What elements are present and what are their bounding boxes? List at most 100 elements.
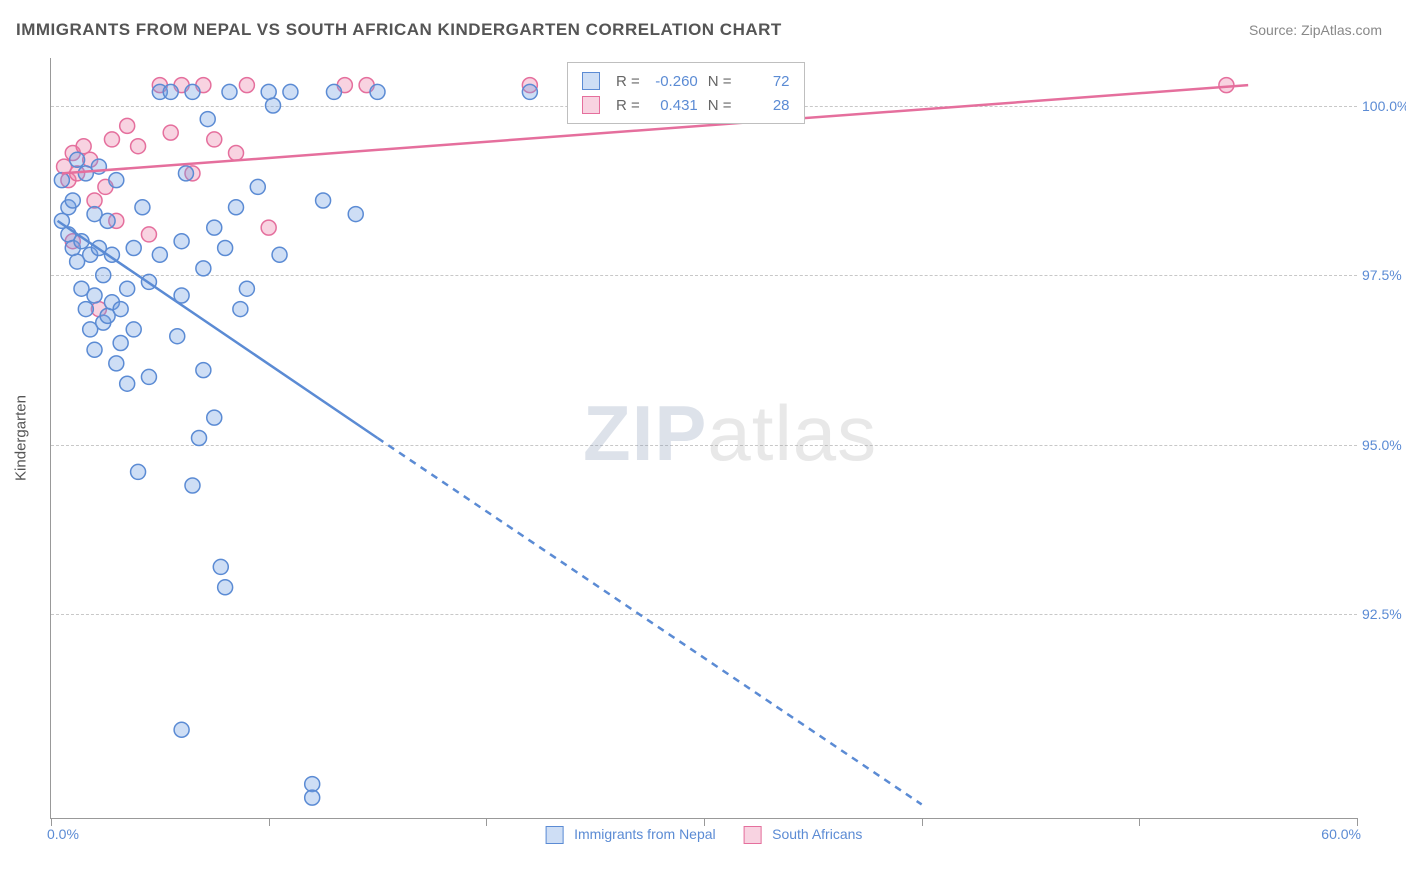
legend-item-0: Immigrants from Nepal [546, 826, 716, 844]
scatter-point [522, 84, 537, 99]
stats-row-series-0: R = -0.260 N = 72 [582, 69, 790, 93]
y-axis-title: Kindergarten [13, 395, 30, 481]
scatter-point [239, 281, 254, 296]
legend-label-1: South Africans [772, 826, 862, 842]
scatter-point [100, 213, 115, 228]
scatter-point [152, 247, 167, 262]
scatter-point [163, 84, 178, 99]
stats-row-series-1: R = 0.431 N = 28 [582, 93, 790, 117]
legend-label-0: Immigrants from Nepal [574, 826, 716, 842]
scatter-point [120, 281, 135, 296]
scatter-svg [51, 58, 1357, 818]
scatter-point [87, 342, 102, 357]
scatter-point [207, 132, 222, 147]
scatter-point [200, 112, 215, 127]
scatter-point [229, 146, 244, 161]
scatter-point [239, 78, 254, 93]
scatter-point [192, 431, 207, 446]
scatter-point [65, 193, 80, 208]
n-value-1: 28 [742, 97, 790, 114]
scatter-point [272, 247, 287, 262]
scatter-point [174, 722, 189, 737]
scatter-point [174, 234, 189, 249]
n-label-0: N = [708, 73, 732, 90]
source-label: Source: ZipAtlas.com [1249, 22, 1382, 38]
x-axis-min-label: 0.0% [47, 826, 79, 842]
y-tick-label: 95.0% [1362, 437, 1406, 453]
scatter-point [131, 464, 146, 479]
chart-title: IMMIGRANTS FROM NEPAL VS SOUTH AFRICAN K… [16, 20, 782, 40]
scatter-point [170, 329, 185, 344]
scatter-point [185, 84, 200, 99]
scatter-point [370, 84, 385, 99]
scatter-point [316, 193, 331, 208]
scatter-point [120, 118, 135, 133]
scatter-point [348, 207, 363, 222]
y-tick-label: 97.5% [1362, 267, 1406, 283]
scatter-point [131, 139, 146, 154]
scatter-point [305, 777, 320, 792]
r-value-0: -0.260 [650, 73, 698, 90]
swatch-series-1 [582, 96, 600, 114]
stats-legend-box: R = -0.260 N = 72 R = 0.431 N = 28 [567, 62, 805, 124]
r-label-1: R = [616, 97, 640, 114]
scatter-point [109, 356, 124, 371]
scatter-point [120, 376, 135, 391]
scatter-point [141, 227, 156, 242]
scatter-point [222, 84, 237, 99]
x-tick [1357, 818, 1358, 826]
scatter-point [96, 268, 111, 283]
scatter-point [70, 152, 85, 167]
scatter-point [76, 139, 91, 154]
n-value-0: 72 [742, 73, 790, 90]
scatter-point [213, 559, 228, 574]
scatter-point [54, 173, 69, 188]
plot-area: Kindergarten 92.5%95.0%97.5%100.0% ZIPat… [50, 58, 1357, 819]
swatch-series-0 [582, 72, 600, 90]
scatter-point [104, 132, 119, 147]
scatter-point [305, 790, 320, 805]
trend-line [378, 438, 922, 804]
legend-swatch-1 [744, 826, 762, 844]
y-tick-label: 100.0% [1362, 98, 1406, 114]
scatter-point [207, 410, 222, 425]
scatter-point [135, 200, 150, 215]
scatter-point [78, 302, 93, 317]
scatter-point [87, 193, 102, 208]
n-label-1: N = [708, 97, 732, 114]
scatter-point [185, 478, 200, 493]
scatter-point [233, 302, 248, 317]
x-tick [486, 818, 487, 826]
scatter-point [196, 261, 211, 276]
legend-swatch-0 [546, 826, 564, 844]
x-tick [51, 818, 52, 826]
scatter-point [126, 322, 141, 337]
r-label-0: R = [616, 73, 640, 90]
scatter-point [113, 302, 128, 317]
r-value-1: 0.431 [650, 97, 698, 114]
legend-bottom: Immigrants from Nepal South Africans [546, 826, 863, 844]
scatter-point [218, 580, 233, 595]
scatter-point [250, 179, 265, 194]
scatter-point [229, 200, 244, 215]
scatter-point [87, 288, 102, 303]
legend-item-1: South Africans [744, 826, 863, 844]
scatter-point [218, 241, 233, 256]
chart-container: IMMIGRANTS FROM NEPAL VS SOUTH AFRICAN K… [0, 0, 1406, 892]
scatter-point [266, 98, 281, 113]
scatter-point [109, 173, 124, 188]
scatter-point [261, 84, 276, 99]
scatter-point [261, 220, 276, 235]
y-tick-label: 92.5% [1362, 606, 1406, 622]
scatter-point [196, 363, 211, 378]
x-tick [1139, 818, 1140, 826]
x-tick [269, 818, 270, 826]
scatter-point [163, 125, 178, 140]
scatter-point [113, 336, 128, 351]
scatter-point [283, 84, 298, 99]
x-tick [922, 818, 923, 826]
scatter-point [141, 369, 156, 384]
scatter-point [178, 166, 193, 181]
x-axis-max-label: 60.0% [1321, 826, 1361, 842]
scatter-point [126, 241, 141, 256]
